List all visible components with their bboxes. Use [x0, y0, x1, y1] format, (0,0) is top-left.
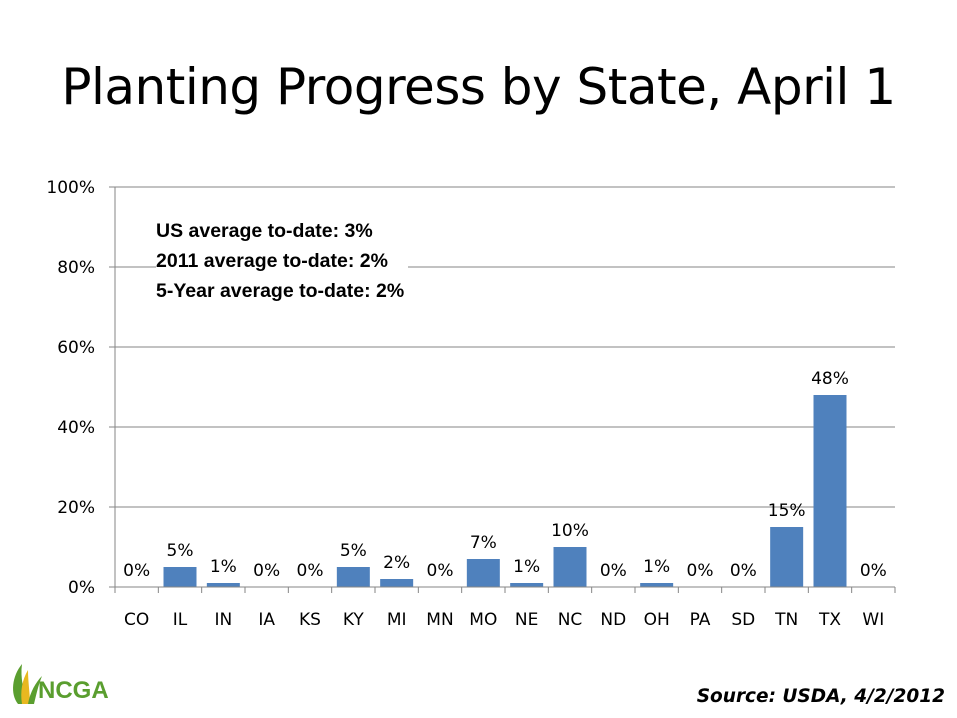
data-label-mi: 2% [383, 553, 410, 573]
x-tick-label-sd: SD [731, 610, 755, 630]
x-tick-label-ne: NE [515, 610, 538, 630]
x-tick-label-ia: IA [258, 610, 275, 630]
x-tick-label-oh: OH [644, 610, 670, 630]
bar-oh [640, 583, 674, 587]
data-label-mo: 7% [470, 533, 497, 553]
bar-mo [466, 559, 500, 587]
data-label-wi: 0% [860, 561, 887, 581]
data-label-co: 0% [123, 561, 150, 581]
x-tick-label-pa: PA [690, 610, 711, 630]
x-tick-label-mn: MN [426, 610, 453, 630]
annotation-us-average: US average to-date: 3% [156, 220, 373, 242]
data-label-tn: 15% [768, 501, 806, 521]
data-label-pa: 0% [687, 561, 714, 581]
bar-nc [553, 547, 587, 587]
data-label-nc: 10% [551, 521, 589, 541]
x-tick-label-ky: KY [343, 610, 365, 630]
data-label-il: 5% [167, 541, 194, 561]
x-tick-label-mi: MI [387, 610, 407, 630]
x-tick-label-in: IN [214, 610, 232, 630]
y-tick-label: 60% [57, 338, 95, 358]
x-tick-label-tx: TX [818, 610, 841, 630]
data-label-tx: 48% [811, 369, 849, 389]
annotation-2011-average: 2011 average to-date: 2% [156, 250, 388, 272]
logo-wordmark: NCGA [38, 677, 109, 704]
data-label-ne: 1% [513, 557, 540, 577]
source-note: Source: USDA, 4/2/2012 [696, 686, 945, 707]
y-tick-label: 40% [57, 418, 95, 438]
bar-mi [380, 579, 414, 587]
x-tick-label-mo: MO [469, 610, 497, 630]
y-tick-label: 20% [57, 498, 95, 518]
bar-ky [336, 567, 370, 587]
x-tick-label-wi: WI [862, 610, 884, 630]
ncga-logo: NCGA [13, 664, 109, 704]
data-label-ks: 0% [297, 561, 324, 581]
data-label-oh: 1% [643, 557, 670, 577]
x-tick-label-nc: NC [558, 610, 583, 630]
page-title: Planting Progress by State, April 1 [61, 58, 896, 116]
data-label-in: 1% [210, 557, 237, 577]
bar-in [206, 583, 240, 587]
x-tick-label-nd: ND [600, 610, 626, 630]
x-tick-label-ks: KS [299, 610, 321, 630]
x-tick-label-il: IL [173, 610, 188, 630]
x-tick-label-tn: TN [774, 610, 798, 630]
data-label-nd: 0% [600, 561, 627, 581]
bar-ne [510, 583, 544, 587]
x-tick-label-co: CO [124, 610, 149, 630]
data-label-ky: 5% [340, 541, 367, 561]
y-tick-label: 100% [46, 178, 95, 198]
y-tick-label: 80% [57, 258, 95, 278]
data-label-ia: 0% [253, 561, 280, 581]
y-tick-label: 0% [68, 578, 95, 598]
data-label-sd: 0% [730, 561, 757, 581]
bar-il [163, 567, 197, 587]
bar-tn [770, 527, 804, 587]
data-label-mn: 0% [427, 561, 454, 581]
averages-annotation: US average to-date: 3% 2011 average to-d… [156, 216, 409, 306]
annotation-5year-average: 5-Year average to-date: 2% [156, 280, 405, 302]
bar-tx [813, 395, 847, 587]
